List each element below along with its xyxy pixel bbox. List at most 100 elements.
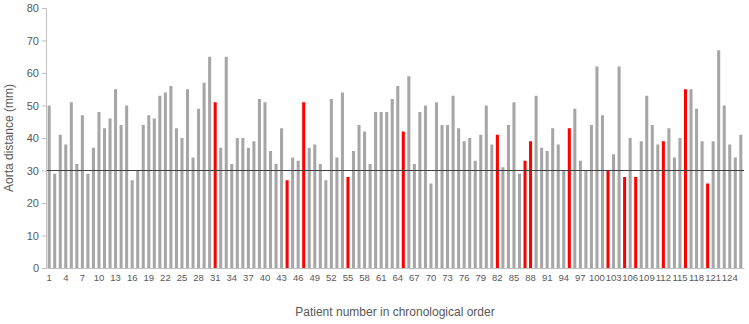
bar: [208, 57, 211, 268]
tick-label: 46: [293, 272, 304, 283]
bar: [180, 138, 183, 268]
bar: [346, 177, 349, 268]
tick: 34: [226, 272, 237, 283]
bar: [153, 119, 156, 269]
tick-label: 79: [475, 272, 486, 283]
bar: [651, 125, 654, 268]
bar: [225, 57, 228, 268]
tick: 28: [193, 272, 204, 283]
tick-label: 85: [509, 272, 520, 283]
bar: [142, 125, 145, 268]
tick: 0: [33, 262, 46, 274]
tick-label: 40: [260, 272, 271, 283]
bar: [219, 148, 222, 268]
tick: 30: [27, 165, 46, 177]
tick-label: 0: [33, 262, 39, 274]
bar: [302, 102, 305, 268]
bar: [291, 158, 294, 269]
bar: [64, 145, 67, 269]
bar: [363, 132, 366, 269]
tick: 46: [293, 272, 304, 283]
bar: [413, 164, 416, 268]
bar: [695, 109, 698, 268]
bar: [247, 148, 250, 268]
tick: 49: [309, 272, 320, 283]
bar: [391, 99, 394, 268]
tick: 100: [589, 272, 605, 283]
bar: [629, 138, 632, 268]
tick-label: 100: [589, 272, 605, 283]
bar: [501, 167, 504, 268]
tick-label: 106: [622, 272, 638, 283]
bar: [723, 106, 726, 269]
bar: [734, 158, 737, 269]
bar: [529, 141, 532, 268]
tick-label: 124: [722, 272, 738, 283]
tick: 67: [409, 272, 420, 283]
bar: [335, 158, 338, 269]
bar: [319, 164, 322, 268]
tick-label: 91: [542, 272, 553, 283]
tick-label: 52: [326, 272, 337, 283]
tick-label: 22: [160, 272, 171, 283]
bar: [330, 99, 333, 268]
tick-label: 31: [210, 272, 221, 283]
bar: [667, 128, 670, 268]
tick: 91: [542, 272, 553, 283]
tick: 10: [94, 272, 105, 283]
bar: [269, 151, 272, 268]
bar: [169, 86, 172, 268]
bar: [263, 102, 266, 268]
bar: [507, 125, 510, 268]
bar: [258, 99, 261, 268]
bar: [573, 109, 576, 268]
tick: 76: [459, 272, 470, 283]
bar: [109, 119, 112, 269]
tick: 124: [722, 272, 738, 283]
bar: [53, 174, 56, 268]
bar: [203, 83, 206, 268]
bar: [385, 112, 388, 268]
tick-label: 64: [392, 272, 403, 283]
x-axis-title: Patient number in chronological order: [295, 305, 494, 319]
bar: [75, 164, 78, 268]
tick: 20: [27, 197, 46, 209]
tick-mark: [42, 171, 46, 172]
tick: 109: [639, 272, 655, 283]
bar: [192, 158, 195, 269]
tick: 103: [606, 272, 622, 283]
tick-label: 37: [243, 272, 254, 283]
tick: 80: [27, 2, 46, 14]
tick-label: 103: [606, 272, 622, 283]
bar: [739, 135, 742, 268]
bar: [712, 141, 715, 268]
bar: [402, 132, 405, 269]
tick-label: 58: [359, 272, 370, 283]
tick-label: 7: [80, 272, 85, 283]
bar: [197, 109, 200, 268]
bar: [701, 141, 704, 268]
tick: 79: [475, 272, 486, 283]
bar: [546, 151, 549, 268]
bar: [396, 86, 399, 268]
bar: [103, 128, 106, 268]
tick: 58: [359, 272, 370, 283]
bar: [684, 89, 687, 268]
y-axis-title: Aorta distance (mm): [2, 84, 16, 192]
bar: [634, 177, 637, 268]
bar: [496, 135, 499, 268]
tick: 73: [442, 272, 453, 283]
tick: 19: [143, 272, 154, 283]
tick-label: 88: [525, 272, 536, 283]
tick-label: 43: [276, 272, 287, 283]
tick-label: 19: [143, 272, 154, 283]
bar: [59, 135, 62, 268]
tick-label: 97: [575, 272, 586, 283]
bar: [114, 89, 117, 268]
bar: [418, 112, 421, 268]
tick: 50: [27, 100, 46, 112]
tick-mark: [42, 41, 46, 42]
tick: 43: [276, 272, 287, 283]
bar: [512, 102, 515, 268]
y-axis: 01020304050607080: [27, 2, 47, 274]
